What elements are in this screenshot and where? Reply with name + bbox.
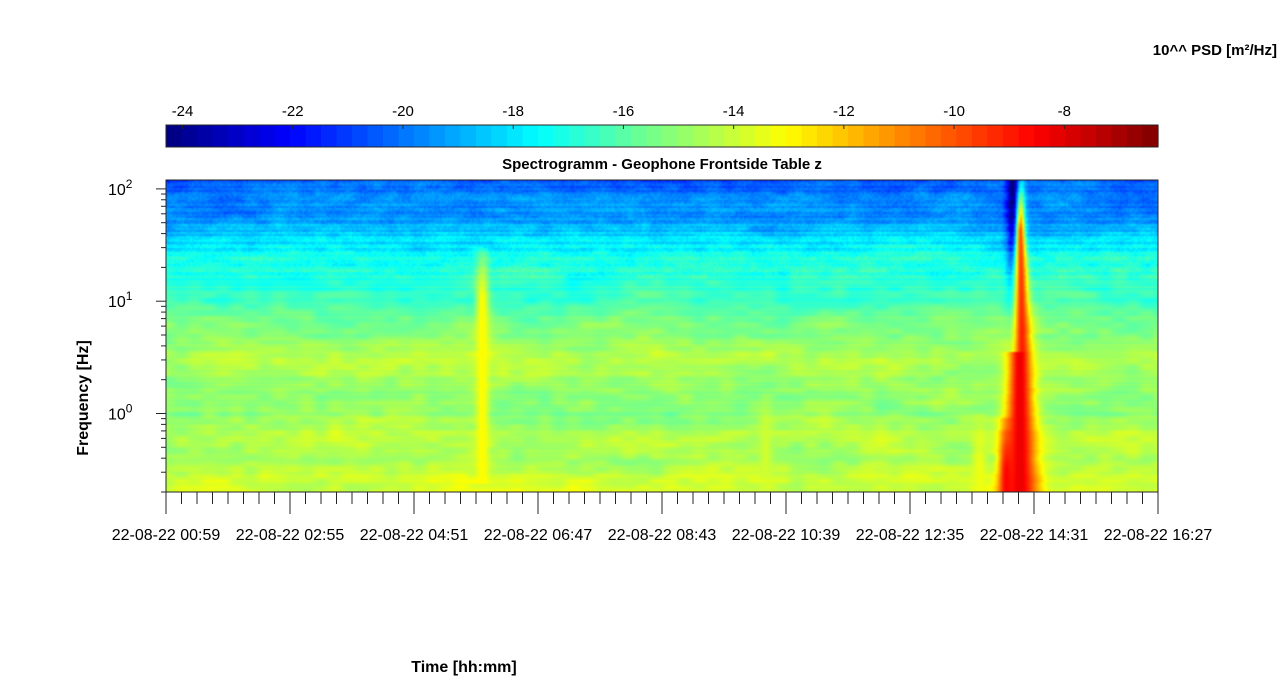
spectrogram-heatmap xyxy=(166,180,1158,492)
colorbar-swatch xyxy=(367,125,384,147)
colorbar-swatch xyxy=(770,125,787,147)
y-tick-label: 101 xyxy=(108,289,133,311)
chart-title: Spectrogramm - Geophone Frontside Table … xyxy=(502,156,822,173)
colorbar-swatch xyxy=(212,125,229,147)
y-tick-label: 102 xyxy=(108,177,133,199)
colorbar-swatch xyxy=(398,125,415,147)
colorbar-label: 10^^ PSD [m²/Hz] xyxy=(1153,42,1277,59)
colorbar-swatch xyxy=(801,125,818,147)
colorbar-swatch xyxy=(1034,125,1051,147)
colorbar-swatch xyxy=(925,125,942,147)
colorbar-swatch xyxy=(476,125,493,147)
x-tick-label: 22-08-22 16:27 xyxy=(1104,527,1213,544)
colorbar-swatch xyxy=(445,125,462,147)
colorbar-swatch xyxy=(910,125,927,147)
y-tick-label: 100 xyxy=(108,402,133,424)
colorbar-tick-label: -8 xyxy=(1058,103,1071,120)
colorbar-swatch xyxy=(786,125,803,147)
colorbar-swatch xyxy=(677,125,694,147)
x-tick-label: 22-08-22 06:47 xyxy=(484,527,593,544)
colorbar-swatch xyxy=(1127,125,1144,147)
colorbar-swatch xyxy=(321,125,338,147)
colorbar-swatch xyxy=(1111,125,1128,147)
colorbar-swatch xyxy=(662,125,679,147)
colorbar-swatch xyxy=(817,125,834,147)
colorbar-swatch xyxy=(832,125,849,147)
colorbar-tick-label: -14 xyxy=(723,103,745,120)
colorbar-swatch xyxy=(724,125,741,147)
colorbar-frame xyxy=(165,124,1159,148)
colorbar-swatch xyxy=(646,125,663,147)
colorbar-swatch xyxy=(1096,125,1113,147)
colorbar-swatch xyxy=(228,125,245,147)
x-axis-label: Time [hh:mm] xyxy=(411,659,516,676)
colorbar-swatch xyxy=(708,125,725,147)
colorbar-swatch xyxy=(987,125,1004,147)
colorbar-swatch xyxy=(1018,125,1035,147)
colorbar-tick-label: -20 xyxy=(392,103,414,120)
colorbar-swatch xyxy=(553,125,570,147)
colorbar-ticks: -24 -22 -20 -18 -16 -14 -12 -10 -8 xyxy=(172,103,1071,129)
colorbar-swatch xyxy=(507,125,524,147)
colorbar-swatch xyxy=(1049,125,1066,147)
x-tick-label: 22-08-22 02:55 xyxy=(236,527,345,544)
colorbar-swatch xyxy=(197,125,214,147)
colorbar-swatch xyxy=(569,125,586,147)
colorbar-swatch xyxy=(1003,125,1020,147)
x-axis-ticks: 22-08-22 00:59 22-08-22 02:55 22-08-22 04:… xyxy=(112,492,1213,544)
colorbar-swatch xyxy=(584,125,601,147)
colorbar-swatch xyxy=(879,125,896,147)
colorbar-tick-label: -24 xyxy=(172,103,194,120)
colorbar-tick-label: -16 xyxy=(613,103,635,120)
colorbar-swatch xyxy=(848,125,865,147)
colorbar-swatch xyxy=(274,125,291,147)
colorbar-swatch xyxy=(336,125,353,147)
colorbar-swatch xyxy=(693,125,710,147)
colorbar-tick-label: -22 xyxy=(282,103,304,120)
colorbar-swatch xyxy=(181,125,198,147)
colorbar-swatch xyxy=(414,125,431,147)
colorbar-swatch xyxy=(243,125,260,147)
colorbar-swatch xyxy=(1080,125,1097,147)
x-tick-label: 22-08-22 08:43 xyxy=(608,527,717,544)
colorbar-swatch xyxy=(166,125,183,147)
colorbar-swatch xyxy=(290,125,307,147)
colorbar-tick-label: -10 xyxy=(943,103,965,120)
colorbar-swatch xyxy=(259,125,276,147)
y-axis-ticks: 102 101 100 xyxy=(108,177,166,493)
colorbar-swatch xyxy=(941,125,958,147)
y-axis-label: Frequency [Hz] xyxy=(75,340,92,456)
colorbar-swatch xyxy=(1142,125,1159,147)
colorbar-swatch xyxy=(352,125,369,147)
colorbar xyxy=(166,125,1159,147)
colorbar-swatch xyxy=(460,125,477,147)
colorbar-swatch xyxy=(1065,125,1082,147)
colorbar-swatch xyxy=(305,125,322,147)
colorbar-swatch xyxy=(491,125,508,147)
colorbar-swatch xyxy=(894,125,911,147)
colorbar-swatch xyxy=(522,125,539,147)
colorbar-swatch xyxy=(956,125,973,147)
x-tick-label: 22-08-22 14:31 xyxy=(980,527,1089,544)
colorbar-swatch xyxy=(631,125,648,147)
x-tick-label: 22-08-22 00:59 xyxy=(112,527,221,544)
colorbar-swatch xyxy=(755,125,772,147)
colorbar-swatch xyxy=(383,125,400,147)
colorbar-swatch xyxy=(863,125,880,147)
x-tick-label: 22-08-22 10:39 xyxy=(732,527,841,544)
colorbar-swatch xyxy=(972,125,989,147)
colorbar-swatch xyxy=(600,125,617,147)
x-tick-label: 22-08-22 12:35 xyxy=(856,527,965,544)
colorbar-tick-label: -18 xyxy=(502,103,524,120)
colorbar-swatch xyxy=(538,125,555,147)
x-tick-label: 22-08-22 04:51 xyxy=(360,527,469,544)
colorbar-swatch xyxy=(429,125,446,147)
colorbar-tick-label: -12 xyxy=(833,103,855,120)
colorbar-swatch xyxy=(739,125,756,147)
colorbar-swatch xyxy=(615,125,632,147)
